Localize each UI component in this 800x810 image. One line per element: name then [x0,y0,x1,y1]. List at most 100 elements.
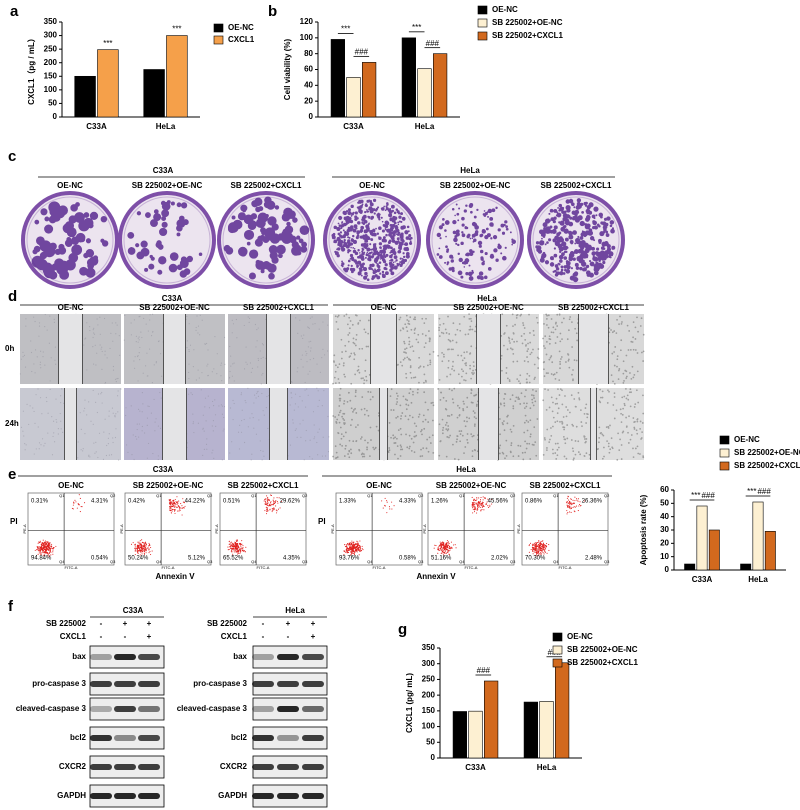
x-tick-label: HeLa [156,122,176,131]
legend-swatch [719,461,730,471]
quadrant-value: 1.33% [339,499,357,505]
panel-letter: f [8,598,14,615]
y-tick-label: 0 [665,565,670,574]
cell-texture [332,313,435,385]
bar [708,529,720,571]
colonies [223,196,310,280]
legend-label: SB 225002+OE-NC [734,448,800,457]
x-tick-label: HeLa [748,575,768,584]
quadrant-name: Q3 [418,559,424,564]
wound-gap [476,314,501,384]
event-cloud [227,494,283,555]
legend-label: OE-NC [492,5,518,14]
blot-band [90,764,112,770]
colonies [436,203,516,281]
bar [452,711,467,759]
y-tick-label: 300 [44,31,58,40]
protein-label: bax [72,652,86,661]
blot-band [302,793,324,799]
axis-name: FITC-A [162,565,175,570]
blot-band [277,764,299,770]
flow-y-label: PI [318,517,326,526]
quadrant-name: Q4 [156,559,162,564]
panel-letter: a [10,3,19,20]
quadrant-value: 93.76% [339,556,360,562]
wound-gap [58,314,83,384]
legend-swatch [552,658,563,668]
legend-label: OE-NC [567,632,593,641]
quadrant-name: Q4 [459,559,465,564]
column-label: SB 225002+CXCL1 [558,303,629,312]
quadrant-value: 4.35% [283,556,301,562]
wound-gap [64,388,77,460]
significance: ### [701,491,715,500]
blot-band [114,706,136,712]
bar [401,37,416,118]
x-tick-label: HeLa [415,122,435,131]
blot-band [90,654,112,660]
y-tick-label: 10 [660,552,669,561]
y-tick-label: 350 [422,643,436,652]
treatment-label: SB 225002 [207,619,248,628]
blot-band [252,681,274,687]
protein-label: pro-caspase 3 [32,679,86,688]
treatment-label: CXCL1 [60,632,87,641]
bar [433,53,448,118]
axis-name: PE-A [330,524,335,534]
wound-gap [162,388,187,460]
x-tick-label: C33A [86,122,107,131]
bar [417,68,432,118]
blot-band [252,654,274,660]
axis-name: PE-A [214,524,219,534]
quadrant-name: Q1 [367,493,373,498]
quadrant-name: Q1 [459,493,465,498]
blot-band [277,793,299,799]
panel-letter: b [268,3,277,20]
y-axis-label: CXCL1（pg / mL） [26,34,36,105]
quadrant-value: 50.24% [128,556,149,562]
protein-label: CXCR2 [220,762,248,771]
plate-rim [328,196,416,284]
quadrant-name: Q2 [510,493,516,498]
treatment-mark: + [311,619,316,628]
y-tick-label: 200 [422,690,436,699]
flow-y-label: PI [10,517,18,526]
significance: *** [103,39,112,48]
quadrant-name: Q1 [251,493,257,498]
legend-swatch [552,645,563,655]
blot-band [90,706,112,712]
significance: *** [691,491,700,500]
legend-label: OE-NC [228,23,254,32]
significance: *** [412,23,421,32]
row-label: 0h [5,344,14,353]
y-tick-label: 120 [300,17,314,26]
wound-gap [163,314,186,384]
y-tick-label: 60 [304,65,313,74]
blot-band [114,654,136,660]
bar [143,69,165,118]
blot-band [252,793,274,799]
bar [166,35,188,118]
legend-label: SB 225002+CXCL1 [734,461,800,470]
blot-band [252,735,274,741]
plate-rim [532,196,620,284]
wound-gap [269,388,288,460]
bar [484,680,499,759]
quadrant-value: 0.86% [525,499,543,505]
quadrant-name: Q4 [59,559,65,564]
blot-band [302,764,324,770]
wound-gap [266,314,291,384]
colonies [535,198,616,283]
flow-plot [335,492,423,566]
column-label: SB 225002+CXCL1 [243,303,314,312]
bar [97,49,119,118]
protein-label: cleaved-caspase 3 [16,704,87,713]
wound-gap [578,314,609,384]
quadrant-value: 45.56% [488,499,509,505]
quadrant-name: Q2 [207,493,213,498]
colonies [31,201,109,280]
quadrant-value: 0.51% [223,499,241,505]
quadrant-value: 4.31% [91,499,109,505]
blot-band [252,764,274,770]
quadrant-name: Q3 [110,559,116,564]
